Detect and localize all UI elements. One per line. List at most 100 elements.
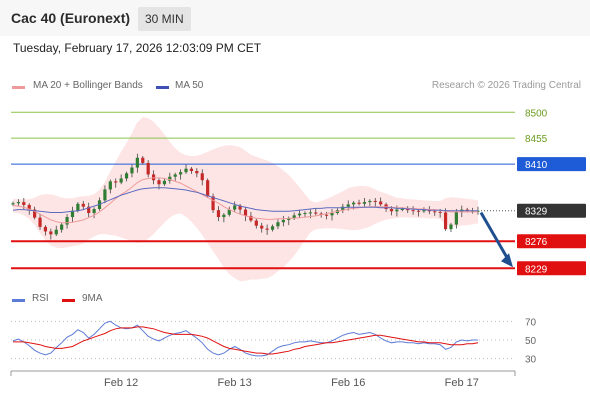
candle-body (443, 212, 448, 230)
candle-body (416, 210, 421, 212)
rsi-9ma-line (13, 326, 479, 355)
candle-body (76, 203, 80, 211)
candle-body (276, 222, 280, 227)
legend-9ma-label: 9MA (82, 293, 103, 304)
candle-body (476, 210, 480, 212)
candle-body (411, 210, 415, 212)
projection-arrow-shaft (479, 211, 510, 261)
candle-body (400, 209, 404, 210)
candle-body (81, 203, 85, 207)
candle-body (427, 210, 431, 212)
legend-ma50: MA 50 (156, 80, 203, 91)
candle-body (16, 202, 21, 204)
candle-body (49, 231, 53, 235)
candle-body (179, 172, 183, 175)
candle-body (314, 212, 318, 214)
candle-body (303, 213, 307, 215)
candle-body (449, 224, 453, 230)
candle-body (141, 157, 145, 163)
candle-body (319, 213, 323, 215)
rsi-tick-50: 50 (525, 336, 537, 347)
rsi-line (12, 320, 478, 357)
candle-body (238, 205, 242, 210)
candle-body (373, 200, 377, 202)
rsi-panel: 70 50 30 (11, 317, 537, 366)
candle-body (395, 209, 399, 212)
level-badge-8229 (517, 261, 586, 276)
candle-body (135, 157, 139, 168)
level-label-8276: 8276 (525, 237, 548, 248)
candle-body (357, 202, 361, 204)
x-axis: Feb 12 Feb 13 Feb 16 Feb 17 (10, 370, 516, 389)
candle-body (465, 209, 469, 211)
candle-body (200, 173, 204, 181)
candle-body (173, 174, 177, 177)
candle-body (157, 180, 161, 185)
legend-rsi-swatch (12, 299, 25, 302)
legend-9ma: 9MA (62, 293, 103, 304)
candle-body (325, 214, 329, 216)
candle-body (222, 214, 226, 218)
candle-body (189, 168, 194, 171)
price-panel: 8500 8455 8410 8276 8229 8329 (11, 108, 586, 282)
legend-ma50-label: MA 50 (175, 80, 204, 91)
candle-body (54, 229, 58, 235)
candle-body (119, 178, 123, 183)
candle-body (406, 209, 410, 211)
candle-body (422, 210, 426, 212)
legend-ma20: MA 20 + Bollinger Bands (12, 80, 143, 91)
rsi-tick-70: 70 (525, 317, 537, 328)
level-label-8229: 8229 (525, 264, 548, 275)
candle-body (184, 168, 188, 173)
candle-body (211, 196, 215, 211)
candle-body (362, 202, 367, 204)
candle-body (195, 171, 199, 174)
rsi-tick-30: 30 (525, 355, 537, 366)
last-price-label: 8329 (525, 207, 548, 218)
candle-body (346, 204, 350, 207)
level-label-8500: 8500 (525, 108, 548, 119)
candle-body (243, 209, 248, 216)
candle-body (379, 201, 383, 205)
legend-ma50-swatch (156, 86, 169, 89)
candle-body (287, 218, 291, 220)
x-tick-label: Feb 13 (218, 377, 252, 389)
level-label-8455: 8455 (525, 134, 548, 145)
candle-body (108, 181, 112, 190)
chart-header: Cac 40 (Euronext) 30 MIN (0, 0, 590, 36)
level-badge-8276 (517, 234, 586, 249)
candle-body (265, 228, 269, 230)
candle-body (330, 213, 334, 216)
projection-arrow-head (501, 253, 513, 268)
candle-body (297, 213, 302, 216)
candle-body (292, 215, 296, 219)
candle-body (38, 217, 42, 227)
candle-body (114, 181, 118, 183)
candle-body (470, 210, 475, 212)
candle-body (260, 225, 264, 229)
candle-body (281, 219, 285, 223)
candle-body (103, 189, 107, 201)
candle-body (151, 174, 156, 181)
candle-body (162, 180, 166, 185)
legend-ma20-label: MA 20 + Bollinger Bands (33, 80, 143, 91)
x-tick-label: Feb 17 (445, 377, 479, 389)
candle-body (341, 206, 345, 211)
candle-body (92, 209, 96, 214)
candle-body (308, 212, 312, 214)
legend-9ma-swatch (62, 299, 75, 302)
candle-body (249, 215, 253, 221)
x-tick-label: Feb 16 (331, 377, 365, 389)
timeframe-button[interactable]: 30 MIN (138, 7, 191, 31)
candle-body (60, 224, 64, 230)
last-price-badge (517, 203, 586, 218)
level-label-8410: 8410 (525, 160, 548, 171)
ma50-line (12, 187, 478, 213)
legend-rsi: RSI (12, 293, 49, 304)
candle-body (216, 210, 221, 218)
candle-body (227, 209, 231, 215)
legend-ma20-swatch (12, 86, 25, 89)
candle-body (22, 202, 26, 205)
timestamp: Tuesday, February 17, 2026 12:03:09 PM C… (13, 41, 262, 55)
